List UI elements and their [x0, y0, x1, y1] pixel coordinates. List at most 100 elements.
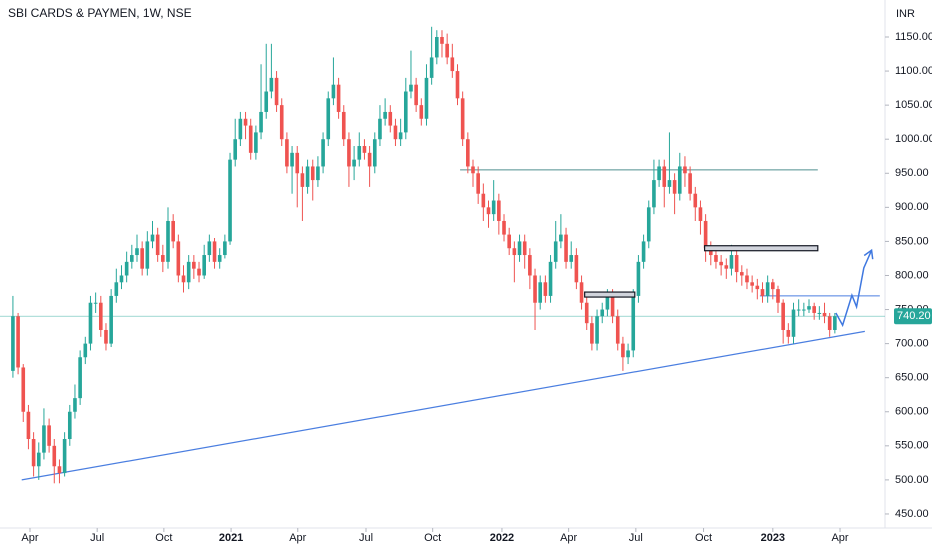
candle-body: [517, 241, 522, 256]
candle-body: [409, 84, 413, 92]
candle-body: [192, 261, 196, 269]
candle-body: [605, 295, 610, 310]
candle-body: [93, 302, 98, 304]
candle-body: [248, 125, 253, 153]
candle-body: [729, 255, 734, 269]
candle-body: [771, 282, 775, 290]
candle-body: [109, 295, 113, 344]
candle-body: [693, 193, 698, 208]
candle-body: [497, 200, 501, 221]
candle-body: [543, 282, 548, 296]
candle-body: [176, 241, 181, 276]
candle-body: [631, 295, 636, 351]
candle-body: [36, 452, 41, 467]
candle-body: [502, 220, 506, 235]
candle-body: [166, 220, 170, 262]
candle-body: [362, 146, 367, 153]
candle-body: [228, 159, 232, 242]
candle-body: [88, 302, 93, 344]
candle-body: [445, 43, 449, 58]
candle-body: [765, 282, 770, 296]
candle-body: [31, 439, 36, 467]
candle-body: [662, 166, 667, 187]
candle-body: [791, 309, 796, 337]
candle-body: [559, 234, 563, 242]
candles: [11, 26, 837, 484]
x-tick-label: Apr: [831, 532, 848, 544]
candle-body: [202, 255, 207, 276]
candle-body: [781, 302, 785, 330]
candle-body: [481, 193, 486, 208]
last-price-label: 740.20: [897, 310, 931, 322]
candle-body: [812, 306, 816, 313]
candle-body: [750, 282, 754, 286]
candle-body: [827, 316, 832, 330]
y-tick-label: 700.00: [895, 338, 929, 350]
candle-body: [677, 166, 682, 194]
candle-body: [326, 98, 331, 140]
candle-body: [621, 343, 625, 358]
candle-body: [16, 316, 20, 368]
candle-body: [217, 255, 222, 262]
candle-body: [460, 98, 465, 140]
x-tick-label: Apr: [560, 532, 577, 544]
x-tick-label: 2022: [490, 532, 514, 544]
x-tick-label: 2023: [761, 532, 785, 544]
candle-body: [316, 166, 320, 181]
candle-body: [564, 234, 568, 262]
candle-body: [47, 425, 51, 446]
candle-body: [274, 77, 279, 106]
candle-body: [538, 282, 543, 303]
x-tick-label: Jul: [629, 532, 643, 544]
candle-body: [331, 84, 336, 99]
candle-body: [533, 275, 537, 303]
x-tick-label: Apr: [21, 532, 38, 544]
candle-body: [73, 398, 77, 412]
candle-body: [140, 248, 144, 269]
candle-body: [807, 306, 811, 310]
y-tick-label: 950.00: [895, 167, 929, 179]
candle-body: [26, 411, 31, 440]
candle-body: [739, 272, 744, 276]
candle-body: [357, 146, 362, 160]
candle-body: [688, 173, 692, 194]
candle-body: [776, 289, 780, 303]
candle-body: [347, 139, 351, 167]
candle-body: [833, 316, 837, 330]
candle-body: [269, 77, 274, 92]
y-tick-label: 1000.00: [895, 133, 932, 145]
arrow-head: [863, 248, 874, 260]
candle-body: [615, 316, 620, 344]
candle-body: [264, 91, 269, 112]
x-tick-label: Oct: [424, 532, 441, 544]
chart-title: SBI CARDS & PAYMEN, 1W, NSE: [8, 6, 192, 20]
candle-body: [491, 200, 496, 215]
candle-body: [600, 309, 605, 317]
candle-body: [223, 241, 227, 256]
candle-body: [186, 261, 191, 283]
candle-body: [372, 139, 377, 167]
x-tick-label: Jul: [90, 532, 104, 544]
y-tick-label: 1100.00: [895, 65, 932, 77]
candle-body: [724, 265, 729, 269]
x-tick-label: Oct: [695, 532, 712, 544]
candle-body: [21, 367, 26, 412]
candle-body: [130, 255, 134, 262]
candle-body: [786, 329, 791, 337]
candle-body: [341, 111, 346, 140]
candle-body: [83, 343, 88, 358]
candle-body: [455, 71, 460, 99]
candle-body: [579, 282, 584, 303]
candle-body: [708, 248, 713, 256]
candle-body: [755, 285, 760, 290]
candle-body: [243, 118, 248, 126]
candle-body: [285, 139, 289, 167]
candle-body: [796, 309, 801, 311]
candle-body: [279, 105, 284, 140]
candle-body: [104, 329, 108, 344]
candle-body: [378, 118, 382, 140]
candle-body: [528, 255, 532, 276]
candle-body: [98, 302, 103, 330]
